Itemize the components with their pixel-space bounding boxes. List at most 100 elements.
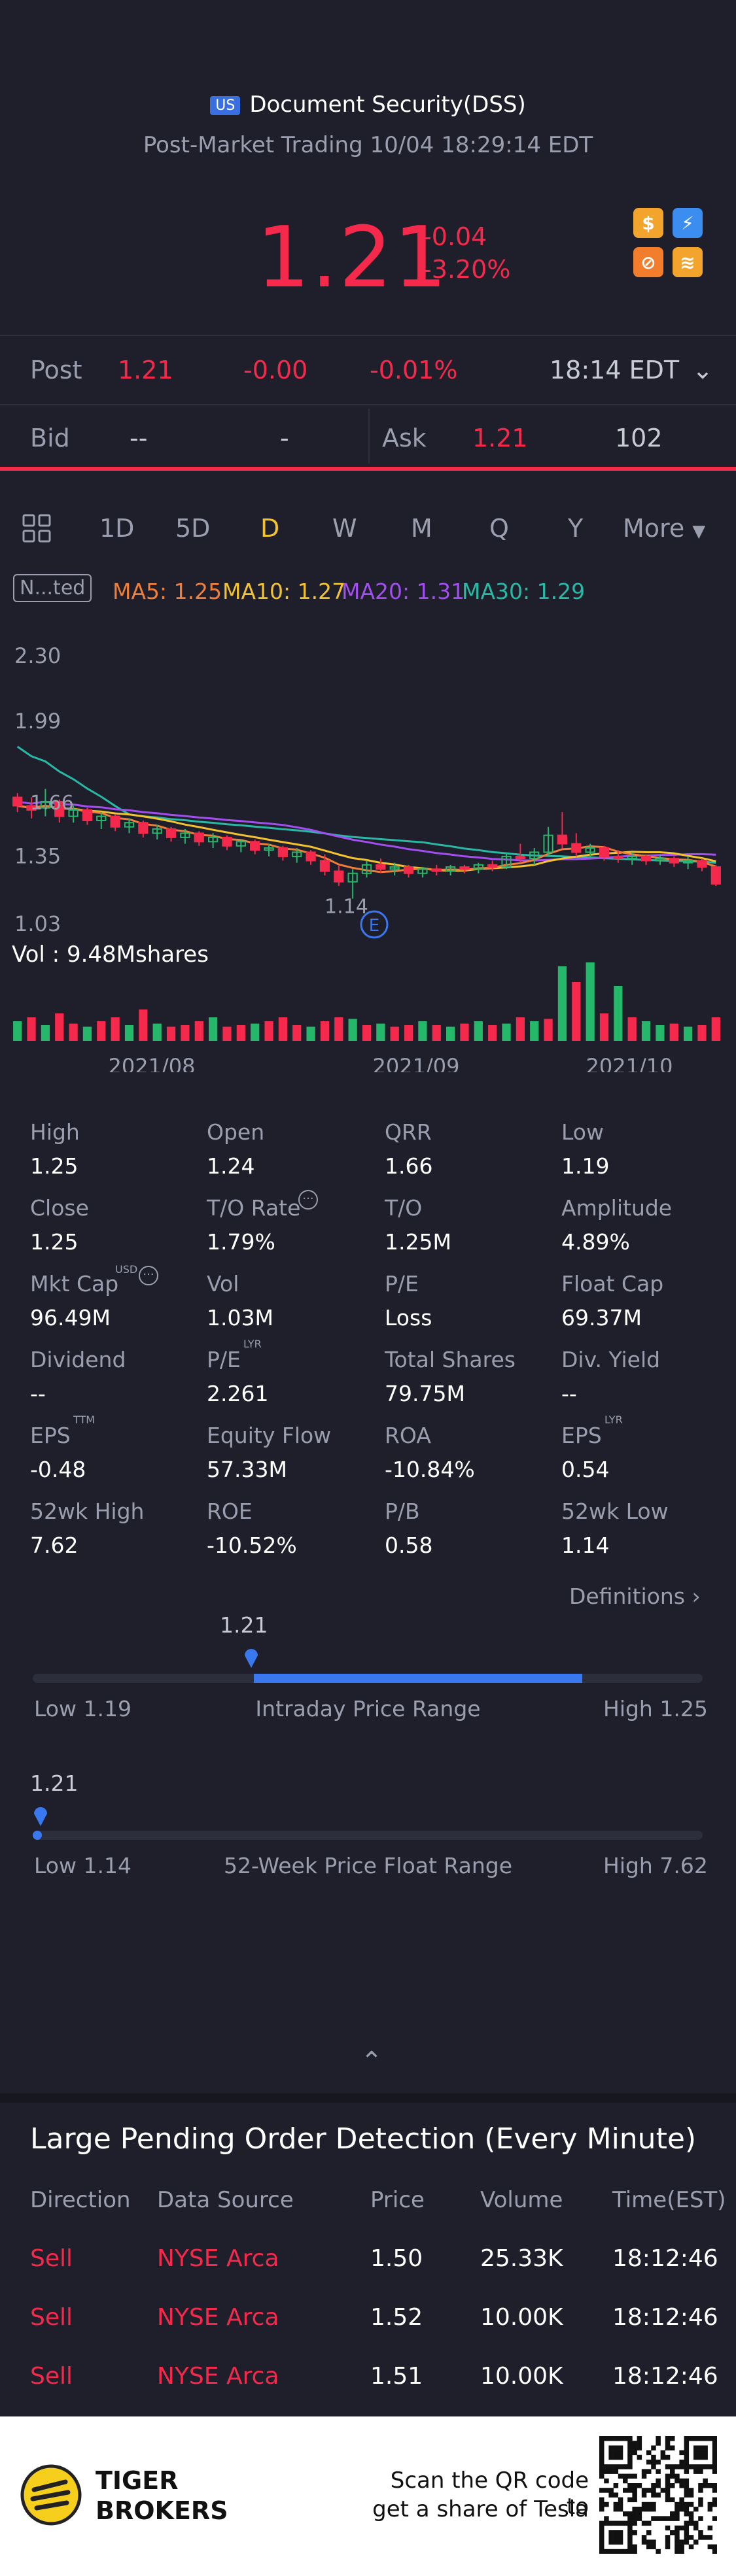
volume-bar	[460, 1023, 469, 1041]
volume-bar	[82, 1026, 92, 1041]
post-time-selector[interactable]: 18:14 EDT ⌄	[550, 356, 713, 384]
volume-bar	[222, 1026, 232, 1041]
table-cell: 10.00K	[480, 2363, 563, 2390]
stat-label: T/O	[385, 1195, 423, 1221]
table-cell: Sell	[30, 2245, 73, 2272]
ma20-value: MA20: 1.31	[342, 579, 465, 604]
candle-body	[222, 836, 232, 847]
candlestick-chart[interactable]: 2.30 1.99 1.35 1.03 1.66 1.14E 2021/08 2021/09 2…	[0, 628, 736, 1072]
stat-label: T/O Rate	[207, 1195, 301, 1221]
volume-bar	[404, 1025, 413, 1041]
volume-bar	[97, 1021, 106, 1041]
stat-label: P/B	[385, 1499, 420, 1524]
stat-value: 69.37M	[561, 1305, 642, 1330]
table-cell: 1.50	[370, 2245, 423, 2272]
candle-body	[640, 855, 652, 862]
bid-ask-ratio-bar	[0, 467, 736, 471]
info-icon[interactable]: ···	[298, 1190, 318, 1210]
more-tab[interactable]: More ▼	[623, 514, 705, 543]
promo-line2: get a share of Tesla	[372, 2496, 589, 2522]
candle-body	[250, 841, 260, 851]
volume-bar	[376, 1023, 385, 1041]
intraday-marker-value: 1.21	[220, 1612, 268, 1638]
tab-5d[interactable]: 5D	[175, 514, 211, 543]
footer-banner: TIGER BROKERS Scan the QR code to get a …	[0, 2416, 736, 2576]
week52-high: High 7.62	[603, 1853, 708, 1878]
week52-range-title: 52-Week Price Float Range	[223, 1853, 513, 1878]
tab-w[interactable]: W	[332, 514, 357, 543]
volume-bar	[124, 1025, 134, 1041]
candle-body	[264, 847, 274, 851]
week52-range-fill	[33, 1831, 42, 1840]
volume-bar	[55, 1013, 64, 1041]
stat-label: EPS	[561, 1423, 602, 1448]
stack-icon[interactable]: ≋	[673, 247, 703, 277]
volume-bar	[446, 1026, 455, 1041]
stat-label: P/E	[385, 1271, 419, 1296]
stat-value: 96.49M	[30, 1305, 111, 1330]
stat-label: Total Shares	[385, 1347, 516, 1372]
candle-body	[515, 855, 526, 860]
high-price-marker: 1.66	[30, 792, 74, 815]
tab-y[interactable]: Y	[568, 514, 584, 543]
volume-bar	[488, 1025, 497, 1041]
more-label: More	[623, 514, 685, 543]
table-cell: Sell	[30, 2304, 73, 2331]
stat-label: 52wk Low	[561, 1499, 669, 1524]
volume-label: Vol : 9.48Mshares	[12, 941, 209, 968]
volume-bar	[152, 1023, 162, 1041]
table-cell: 18:12:46	[612, 2363, 718, 2390]
lightning-icon[interactable]: ⚡	[673, 208, 703, 238]
chevron-up-icon[interactable]: ⌃	[360, 2046, 383, 2076]
intraday-range-title: Intraday Price Range	[255, 1696, 481, 1721]
tab-m[interactable]: M	[411, 514, 432, 543]
candle-body	[487, 864, 498, 868]
tab-q[interactable]: Q	[489, 514, 509, 543]
layout-grid-icon[interactable]	[20, 511, 55, 549]
dollar-icon[interactable]: $	[633, 208, 663, 238]
tab-d[interactable]: D	[260, 514, 280, 543]
info-icon[interactable]: ···	[139, 1266, 158, 1285]
location-pin-icon	[33, 1805, 48, 1829]
volume-bar	[41, 1025, 50, 1041]
volume-bar	[320, 1021, 330, 1041]
volume-bar	[697, 1025, 707, 1041]
volume-bar	[572, 982, 581, 1041]
stat-label: ROA	[385, 1423, 431, 1448]
stat-label: 52wk High	[30, 1499, 145, 1524]
stat-value: 0.54	[561, 1457, 610, 1482]
last-price: 1.21	[256, 209, 448, 307]
intraday-range-track	[33, 1674, 703, 1683]
tab-1d[interactable]: 1D	[99, 514, 135, 543]
ma30-line	[16, 745, 716, 864]
volume-bar	[194, 1021, 203, 1041]
stat-value: 1.24	[207, 1153, 255, 1179]
market-badge: US	[210, 96, 241, 115]
candle-body	[627, 855, 637, 860]
post-change-percent: -0.01%	[370, 356, 458, 384]
week52-range-track	[33, 1831, 703, 1840]
table-cell: 1.51	[370, 2363, 423, 2390]
candle-body	[431, 868, 442, 872]
column-header: Price	[370, 2187, 425, 2213]
no-symbol-icon[interactable]: ⊘	[633, 247, 663, 277]
candle-body	[529, 851, 540, 860]
adjust-selector[interactable]: N...ted	[13, 574, 92, 602]
y-axis-label: 1.99	[14, 709, 61, 734]
candle-body	[180, 832, 190, 838]
ma5-value: MA5: 1.25	[113, 579, 222, 604]
qr-code[interactable]	[599, 2436, 717, 2554]
stat-value: 2.261	[207, 1381, 269, 1406]
stat-label: ROE	[207, 1499, 253, 1524]
candle-body	[543, 834, 553, 853]
brand-line2: BROKERS	[96, 2496, 228, 2525]
volume-bar	[278, 1017, 288, 1041]
candle-body	[557, 834, 568, 845]
mktcap-unit-tag: USD	[115, 1263, 138, 1276]
table-cell: 18:12:46	[612, 2304, 718, 2331]
definitions-link[interactable]: Definitions ›	[569, 1584, 701, 1609]
location-pin-icon	[243, 1646, 259, 1671]
caret-down-icon: ▼	[692, 522, 706, 541]
brand-line1: TIGER	[96, 2466, 179, 2495]
post-time: 18:14 EDT	[550, 356, 680, 384]
